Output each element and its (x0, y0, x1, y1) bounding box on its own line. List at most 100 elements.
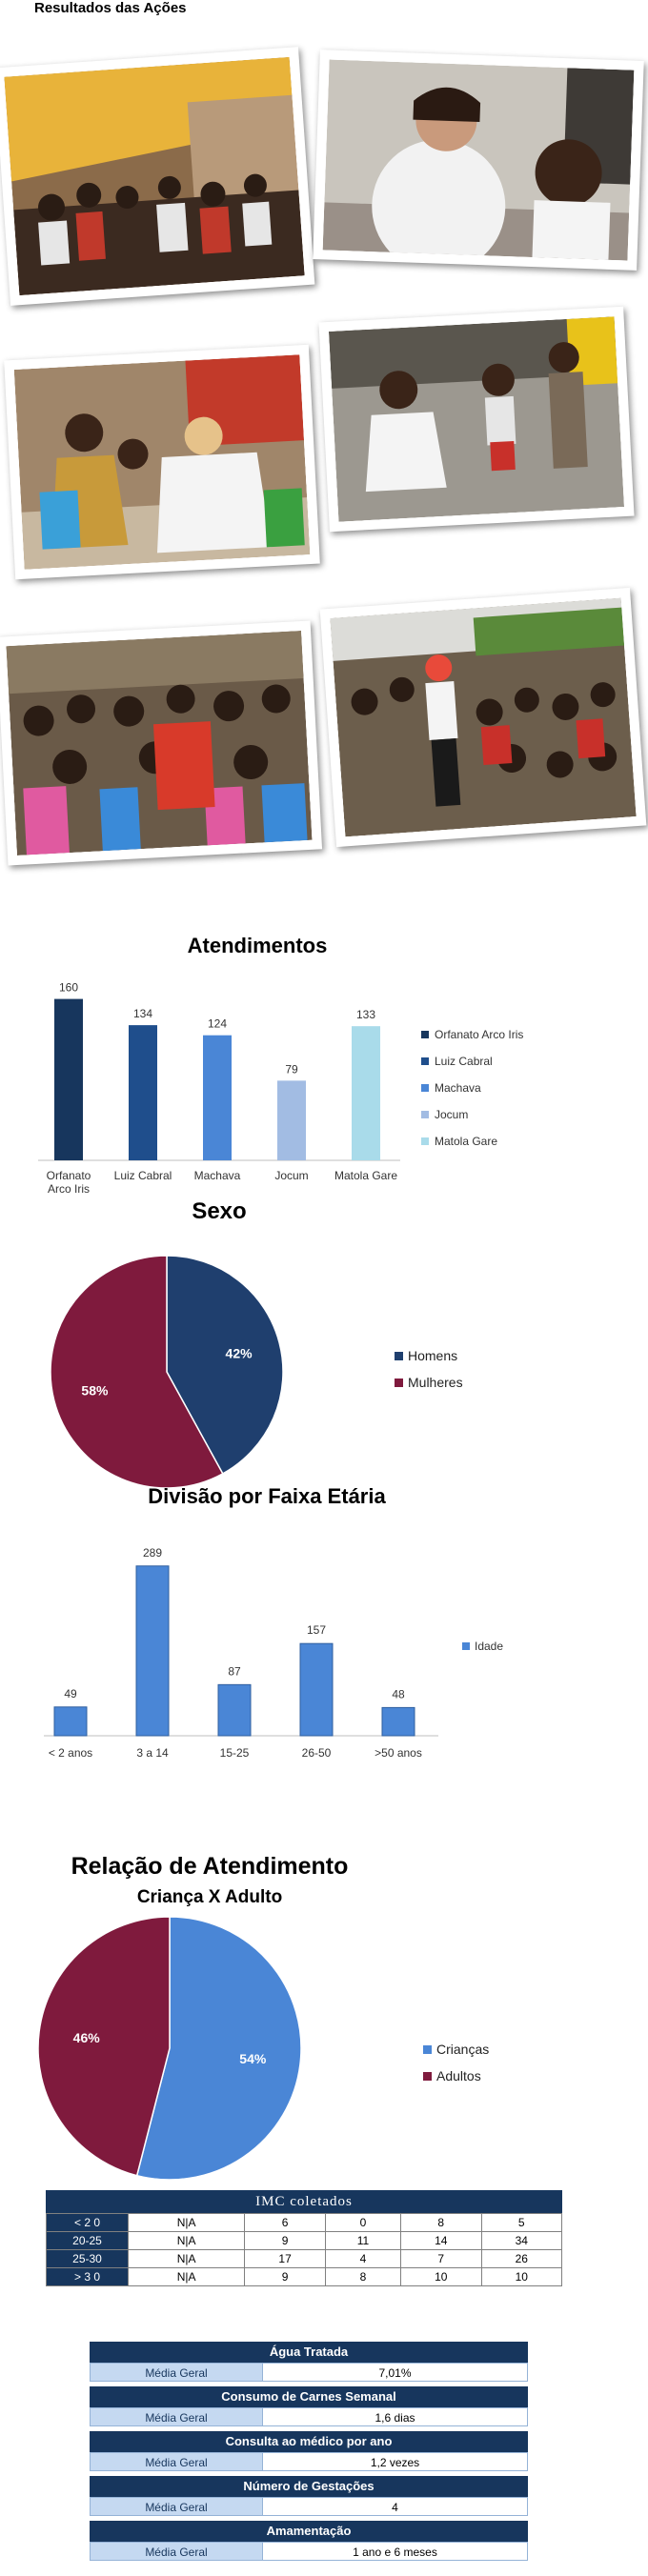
table-cell: 6 (244, 2213, 326, 2232)
row-header: < 2 0 (46, 2213, 129, 2232)
legend-swatch (421, 1031, 429, 1038)
pie-slice (50, 1255, 224, 1489)
table-row: < 2 0 N|A 6 0 8 5 (46, 2213, 562, 2232)
table-cell: 4 (324, 2249, 402, 2268)
table-cell: 10 (480, 2267, 562, 2286)
bar-value-label: 289 (143, 1546, 162, 1560)
x-tick-label: < 2 anos (49, 1746, 92, 1760)
table-cell: 0 (324, 2213, 402, 2232)
legend-label: Idade (475, 1640, 503, 1653)
bar (54, 998, 83, 1160)
summary-value: 7,01% (263, 2363, 528, 2382)
bar-value-label: 160 (59, 981, 78, 995)
x-tick-label: 26-50 (302, 1746, 332, 1760)
bar (53, 1706, 88, 1737)
bar-value-label: 48 (392, 1687, 405, 1701)
summary-label: Média Geral (90, 2407, 263, 2426)
x-tick-label: 15-25 (220, 1746, 250, 1760)
legend-label: Matola Gare (435, 1135, 497, 1148)
summary-label: Média Geral (90, 2452, 263, 2471)
x-tick-label: Matola Gare (334, 1169, 397, 1182)
summary-value: 1,6 dias (263, 2407, 528, 2426)
legend-swatch (395, 1379, 403, 1387)
bar (129, 1025, 157, 1160)
summary-row: Média Geral 1,6 dias (90, 2407, 528, 2426)
row-header: 25-30 (46, 2249, 129, 2268)
summary-label: Média Geral (90, 2363, 263, 2382)
row-header: 20-25 (46, 2231, 129, 2250)
table-cell: 17 (244, 2249, 326, 2268)
pie-slice (37, 1916, 171, 2177)
table-cell: 14 (400, 2231, 482, 2250)
bar-value-label: 157 (307, 1623, 326, 1637)
legend-swatch (395, 1352, 403, 1360)
table-cell: 10 (400, 2267, 482, 2286)
table-row: 25-30 N|A 17 4 7 26 (46, 2249, 562, 2268)
legend-label: Homens (408, 1348, 457, 1363)
table-cell: N|A (127, 2231, 246, 2250)
pie-value-label: 46% (73, 2030, 101, 2045)
legend-label: Luiz Cabral (435, 1055, 493, 1068)
photo-children-clown (0, 620, 323, 866)
summary-row: Média Geral 1,2 vezes (90, 2452, 528, 2471)
summary-label: Média Geral (90, 2542, 263, 2561)
table-cell: 8 (324, 2267, 402, 2286)
bar-value-label: 134 (133, 1007, 152, 1020)
bar-value-label: 87 (228, 1664, 241, 1678)
legend-label: Orfanato Arco Iris (435, 1028, 523, 1041)
table-cell: N|A (127, 2267, 246, 2286)
table-cell: 9 (244, 2231, 326, 2250)
summary-table: Número de Gestações Média Geral 4 (90, 2476, 528, 2516)
table-cell: 8 (400, 2213, 482, 2232)
photo-child-exam (318, 306, 635, 533)
legend-swatch (421, 1137, 429, 1145)
legend-label: Machava (435, 1081, 481, 1095)
legend-swatch (423, 2045, 432, 2054)
summary-row: Média Geral 4 (90, 2497, 528, 2516)
photo-patient-exam (4, 344, 320, 580)
summary-table: Consulta ao médico por ano Média Geral 1,2… (90, 2431, 528, 2471)
photo-oral-medication (313, 50, 644, 271)
legend-swatch (421, 1084, 429, 1092)
bar-value-label: 49 (64, 1687, 77, 1701)
pie-slice (135, 1916, 302, 2181)
photo-crowd-clown (319, 587, 647, 848)
relacao-subtitle: Criança X Adulto (136, 1887, 283, 1907)
faixa-etaria-title: Divisão por Faixa Etária (148, 1484, 386, 1508)
summary-title: Consulta ao médico por ano (90, 2431, 528, 2452)
summary-row: Média Geral 7,01% (90, 2363, 528, 2382)
x-tick-label: Luiz Cabral (114, 1169, 172, 1182)
bar (217, 1683, 252, 1737)
relacao-chart: 54% 46% Crianças Adultos (37, 1916, 489, 2181)
summary-table: Água Tratada Média Geral 7,01% (90, 2342, 528, 2382)
table-row: 20-25 N|A 9 11 14 34 (46, 2231, 562, 2250)
bar (381, 1706, 415, 1737)
table-cell: N|A (127, 2213, 246, 2232)
bar (135, 1565, 170, 1737)
summary-value: 1,2 vezes (263, 2452, 528, 2471)
table-row: > 3 0 N|A 9 8 10 10 (46, 2267, 562, 2286)
table-cell: 11 (324, 2231, 402, 2250)
summary-title: Amamentação (90, 2521, 528, 2542)
legend-swatch (462, 1642, 470, 1650)
table-cell: 26 (480, 2249, 562, 2268)
summary-title: Água Tratada (90, 2342, 528, 2363)
x-tick-label: 3 a 14 (136, 1746, 169, 1760)
sexo-chart: 42% 58% Homens Mulheres (50, 1255, 463, 1489)
row-header: > 3 0 (46, 2267, 129, 2286)
table-cell: N|A (127, 2249, 246, 2268)
summary-label: Média Geral (90, 2497, 263, 2516)
summary-value: 1 ano e 6 meses (263, 2542, 528, 2561)
bar (277, 1080, 306, 1160)
legend-swatch (421, 1057, 429, 1065)
summary-table: Amamentação Média Geral 1 ano e 6 meses (90, 2521, 528, 2561)
bar-value-label: 133 (356, 1008, 375, 1021)
legend-label: Crianças (436, 2042, 489, 2057)
bar-value-label: 79 (285, 1062, 298, 1076)
imc-table-title: IMC coletados (46, 2190, 562, 2213)
legend-label: Adultos (436, 2068, 481, 2083)
sexo-title: Sexo (192, 1198, 247, 1224)
bar (352, 1026, 380, 1160)
x-tick-label: >50 anos (375, 1746, 422, 1760)
x-tick-label: Machava (194, 1169, 241, 1182)
